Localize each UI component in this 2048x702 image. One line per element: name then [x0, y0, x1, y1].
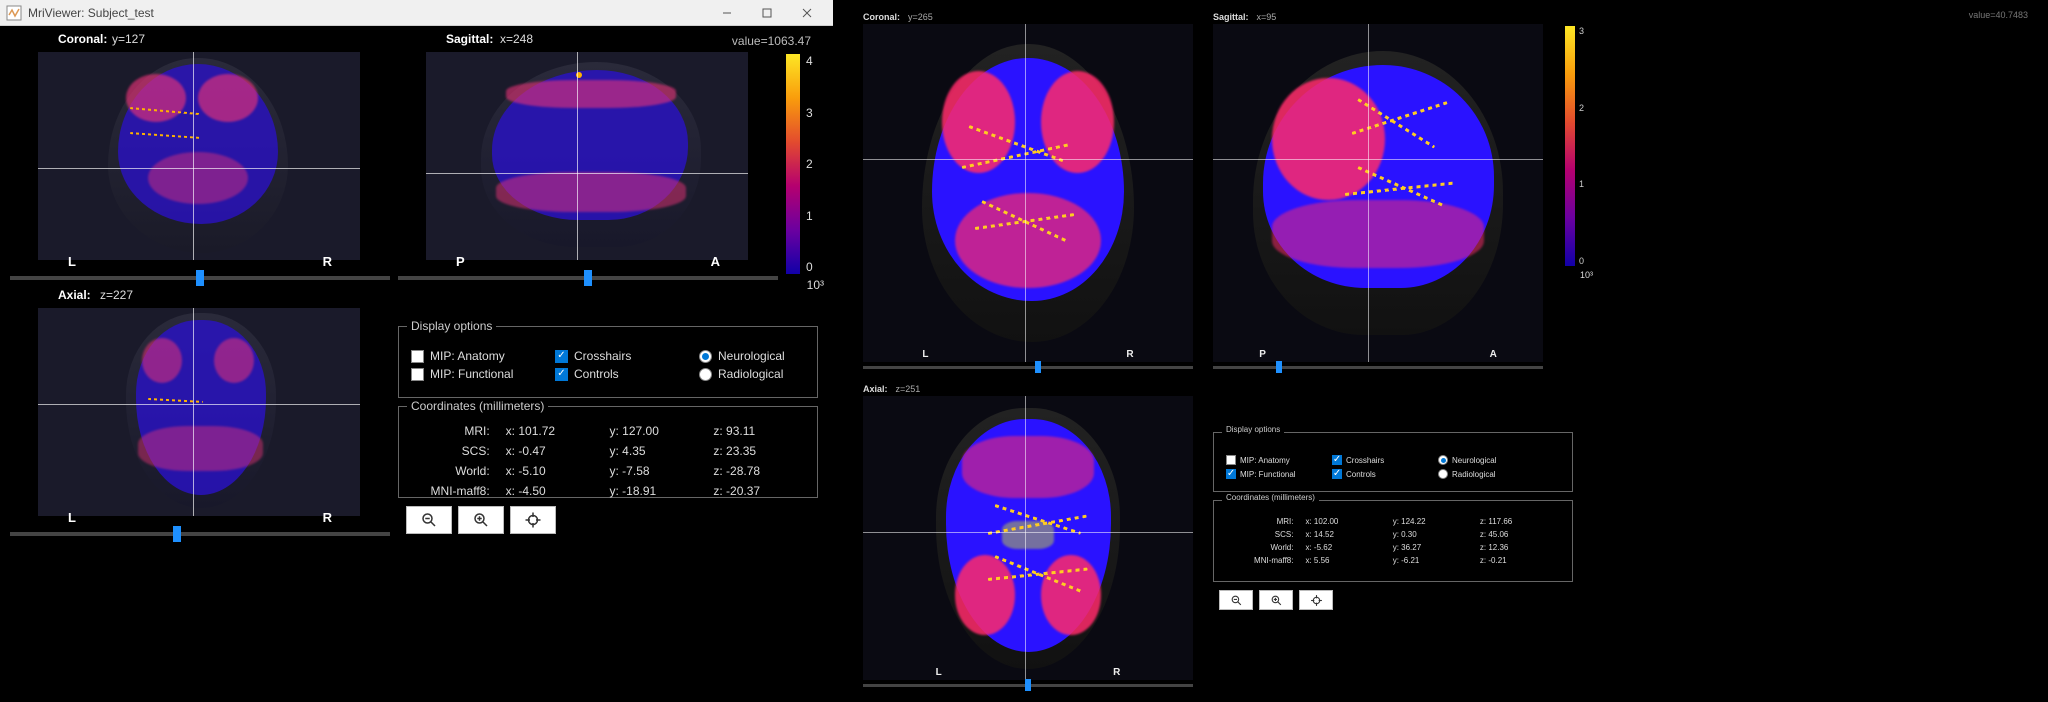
zoom-out-button[interactable]: [406, 506, 452, 534]
zoom-out-button-right[interactable]: [1219, 590, 1253, 610]
coronal-slider-right[interactable]: [863, 366, 1193, 369]
zoom-in-button[interactable]: [458, 506, 504, 534]
crosshairs-checkbox[interactable]: ✓Crosshairs: [555, 349, 675, 363]
axial-label: Axial:: [58, 288, 91, 302]
app-icon: [6, 5, 22, 21]
axial-right-orient: R: [323, 510, 332, 525]
controls-checkbox-right[interactable]: ✓Controls: [1332, 469, 1422, 479]
coordinates-table: MRI:x: 101.72y: 127.00z: 93.11 SCS:x: -0…: [411, 421, 805, 501]
sagittal-slider-thumb-right[interactable]: [1276, 361, 1282, 373]
mip-anatomy-checkbox[interactable]: MIP: Anatomy: [411, 349, 531, 363]
value-readout-right: value=40.7483: [1969, 10, 2028, 20]
coronal-slider-thumb[interactable]: [196, 270, 204, 286]
axial-position: z=227: [100, 288, 133, 302]
crosshairs-checkbox-right[interactable]: ✓Crosshairs: [1332, 455, 1422, 465]
neurological-radio-right[interactable]: Neurological: [1438, 455, 1528, 465]
coronal-position-right: y=265: [908, 12, 933, 22]
colorbar-exponent-right: 10³: [1580, 270, 1593, 280]
window-title: MriViewer: Subject_test: [28, 6, 154, 20]
axial-image-right[interactable]: L R: [863, 396, 1193, 680]
colorbar-ticks: 4 3 2 1 0: [806, 54, 813, 274]
axial-slider-thumb[interactable]: [173, 526, 181, 542]
target-button[interactable]: [510, 506, 556, 534]
sagittal-image-right[interactable]: P A: [1213, 24, 1543, 362]
neurological-radio[interactable]: Neurological: [699, 349, 819, 363]
colorbar-ticks-right: 3 2 1 0: [1579, 26, 1584, 266]
sagittal-slider-thumb[interactable]: [584, 270, 592, 286]
sagittal-label-right: Sagittal:: [1213, 12, 1249, 22]
sagittal-panel-right: Sagittal: x=95 P A: [1213, 10, 1543, 378]
axial-slider-thumb-right[interactable]: [1025, 679, 1031, 691]
mip-anatomy-checkbox-right[interactable]: MIP: Anatomy: [1226, 455, 1316, 465]
coordinates-legend: Coordinates (millimeters): [407, 399, 548, 413]
colorbar: 4 3 2 1 0 10³: [786, 54, 820, 274]
close-button[interactable]: [787, 0, 827, 26]
colorbar-gradient: [786, 54, 800, 274]
radiological-radio-right[interactable]: Radiological: [1438, 469, 1528, 479]
colorbar-exponent: 10³: [807, 278, 824, 292]
zoom-in-button-right[interactable]: [1259, 590, 1293, 610]
coronal-label-right: Coronal:: [863, 12, 900, 22]
sagittal-slider[interactable]: [398, 276, 778, 280]
maximize-button[interactable]: [747, 0, 787, 26]
coronal-panel-right: Coronal: y=265 L R: [863, 10, 1193, 378]
coordinates-panel-right: Coordinates (millimeters) MRI:x: 102.00y…: [1213, 500, 1573, 582]
right-viewer: value=40.7483 Coronal: y=265 L R: [833, 0, 2048, 702]
display-options-legend-right: Display options: [1222, 425, 1284, 434]
sagittal-slider-right[interactable]: [1213, 366, 1543, 369]
coronal-panel: Coronal: y=127 L R: [10, 30, 390, 290]
coordinates-panel: Coordinates (millimeters) MRI:x: 101.72y…: [398, 406, 818, 498]
coronal-image[interactable]: [38, 52, 360, 260]
sagittal-position: x=248: [500, 32, 533, 46]
radiological-radio[interactable]: Radiological: [699, 367, 819, 381]
axial-label-right: Axial:: [863, 384, 888, 394]
sagittal-image[interactable]: [426, 52, 748, 260]
coordinates-legend-right: Coordinates (millimeters): [1222, 493, 1319, 502]
minimize-button[interactable]: [707, 0, 747, 26]
sagittal-left-orient: P: [456, 254, 465, 269]
coronal-right-orient: R: [323, 254, 332, 269]
sagittal-position-right: x=95: [1257, 12, 1277, 22]
axial-panel-right: Axial: z=251 L R: [863, 382, 1193, 696]
sagittal-label: Sagittal:: [446, 32, 493, 46]
coronal-position: y=127: [112, 32, 145, 46]
display-options-legend: Display options: [407, 319, 496, 333]
display-options: Display options MIP: Anatomy ✓Crosshairs…: [398, 326, 818, 398]
left-viewer-window: MriViewer: Subject_test value=1063.47 Co…: [0, 0, 833, 702]
toolbar-right: [1219, 590, 1333, 610]
axial-panel: Axial: z=227 L R: [10, 286, 390, 546]
sagittal-panel: Sagittal: x=248 P A: [398, 30, 778, 290]
coronal-slider[interactable]: [10, 276, 390, 280]
titlebar[interactable]: MriViewer: Subject_test: [0, 0, 833, 26]
display-options-right: Display options MIP: Anatomy ✓Crosshairs…: [1213, 432, 1573, 492]
controls-checkbox[interactable]: ✓Controls: [555, 367, 675, 381]
colorbar-right: 3 2 1 0 10³: [1565, 26, 1591, 266]
axial-slider-right[interactable]: [863, 684, 1193, 687]
colorbar-gradient-right: [1565, 26, 1575, 266]
mip-functional-checkbox[interactable]: MIP: Functional: [411, 367, 531, 381]
target-button-right[interactable]: [1299, 590, 1333, 610]
mip-functional-checkbox-right[interactable]: ✓MIP: Functional: [1226, 469, 1316, 479]
axial-image[interactable]: [38, 308, 360, 516]
coronal-left-orient: L: [68, 254, 76, 269]
axial-position-right: z=251: [896, 384, 921, 394]
axial-slider[interactable]: [10, 532, 390, 536]
toolbar: [406, 506, 556, 534]
coordinates-table-right: MRI:x: 102.00y: 124.22z: 117.66 SCS:x: 1…: [1226, 515, 1560, 567]
coronal-slider-thumb-right[interactable]: [1035, 361, 1041, 373]
sagittal-right-orient: A: [711, 254, 720, 269]
coronal-image-right[interactable]: L R: [863, 24, 1193, 362]
coronal-label: Coronal:: [58, 32, 107, 46]
axial-left-orient: L: [68, 510, 76, 525]
